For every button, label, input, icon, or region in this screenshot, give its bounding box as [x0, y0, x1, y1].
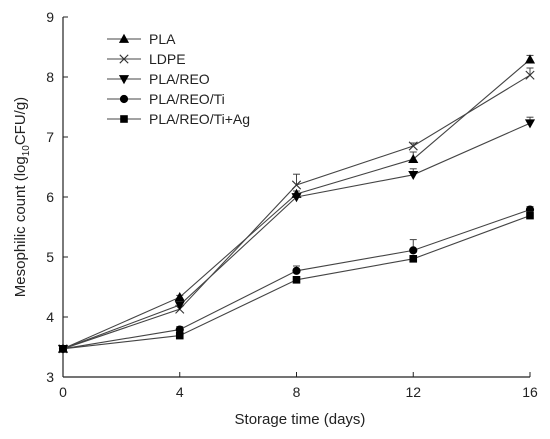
- y-tick-label: 8: [46, 69, 54, 85]
- legend-item-pla-reo: PLA/REO: [107, 71, 210, 87]
- data-point-pla: [174, 291, 185, 302]
- data-point-pla-reo-ti-ag: [175, 331, 184, 340]
- data-point-pla-reo-ti: [409, 246, 418, 255]
- series-ldpe: [58, 67, 535, 354]
- data-point-pla-reo: [408, 170, 419, 181]
- legend-label: PLA/REO: [149, 71, 210, 87]
- legend-marker-stroke: [119, 54, 129, 64]
- x-tick-label: 8: [293, 384, 301, 400]
- legend-label: PLA: [149, 31, 176, 47]
- series-pla-reo: [57, 116, 536, 355]
- x-tick-label: 12: [405, 384, 421, 400]
- data-point-ldpe: [525, 70, 535, 80]
- data-point-pla-reo-ti-ag: [292, 276, 301, 284]
- legend-item-pla-reo-ti: PLA/REO/Ti: [107, 91, 225, 107]
- y-tick-label: 6: [46, 189, 54, 205]
- legend: PLA LDPE PLA/REO PLA/REO/Ti PLA/REO/Ti+Ag: [107, 31, 250, 127]
- y-axis-title-main: Mesophilic count (log: [12, 156, 29, 297]
- data-point-pla-reo-ti: [292, 266, 301, 275]
- legend-marker: [118, 33, 130, 43]
- legend-item-ldpe: LDPE: [107, 51, 186, 67]
- series-line-pla: [62, 59, 531, 350]
- data-point-pla-reo-ti-ag: [409, 255, 418, 263]
- y-axis-title: Mesophilic count (log10CFU/g): [12, 97, 32, 297]
- y-tick-label: 3: [46, 369, 54, 385]
- y-tick-label: 7: [46, 129, 54, 145]
- legend-item-pla: PLA: [107, 31, 176, 47]
- data-point-ldpe: [291, 180, 302, 190]
- data-point-pla-reo: [524, 119, 536, 129]
- y-axis-title-tail: CFU/g): [12, 97, 29, 145]
- legend-item-pla-reo-ti-ag: PLA/REO/Ti+Ag: [107, 111, 250, 127]
- data-point-ldpe: [408, 141, 418, 151]
- series-pla-reo-ti-ag: [59, 211, 534, 353]
- x-axis-ticks: 0 4 8 12 16: [59, 372, 538, 400]
- series-line-pla-reo: [62, 122, 531, 350]
- legend-label: PLA/REO/Ti: [149, 91, 225, 107]
- legend-marker: [119, 94, 129, 104]
- series-line-ldpe: [62, 74, 531, 350]
- legend-label: PLA/REO/Ti+Ag: [149, 111, 250, 127]
- legend-marker: [118, 75, 130, 85]
- series-layer: [57, 54, 536, 355]
- y-axis-title-subscript: 10: [21, 145, 32, 157]
- legend-marker: [119, 54, 129, 64]
- data-point-pla: [408, 153, 419, 164]
- data-point-pla-reo: [291, 193, 302, 203]
- legend-marker: [120, 115, 128, 123]
- x-axis-title: Storage time (days): [235, 411, 366, 428]
- y-tick-label: 9: [46, 9, 54, 25]
- y-tick-label: 4: [46, 309, 54, 325]
- data-point-pla: [524, 54, 536, 64]
- x-tick-label: 16: [522, 384, 538, 400]
- x-tick-label: 0: [59, 384, 67, 400]
- y-axis-ticks: 3 4 5 6 7 8 9: [46, 9, 68, 385]
- y-tick-label: 5: [46, 249, 54, 265]
- data-point-pla-reo-ti-ag: [526, 211, 534, 220]
- data-point-ldpe-stroke: [291, 180, 302, 190]
- x-tick-label: 4: [176, 384, 184, 400]
- legend-label: LDPE: [149, 51, 186, 67]
- data-point-ldpe-stroke: [408, 141, 418, 151]
- series-pla: [57, 54, 536, 353]
- data-point-pla-reo-ti-ag: [59, 345, 67, 353]
- data-point-ldpe-stroke: [525, 70, 535, 80]
- data-point-pla-reo: [174, 301, 185, 311]
